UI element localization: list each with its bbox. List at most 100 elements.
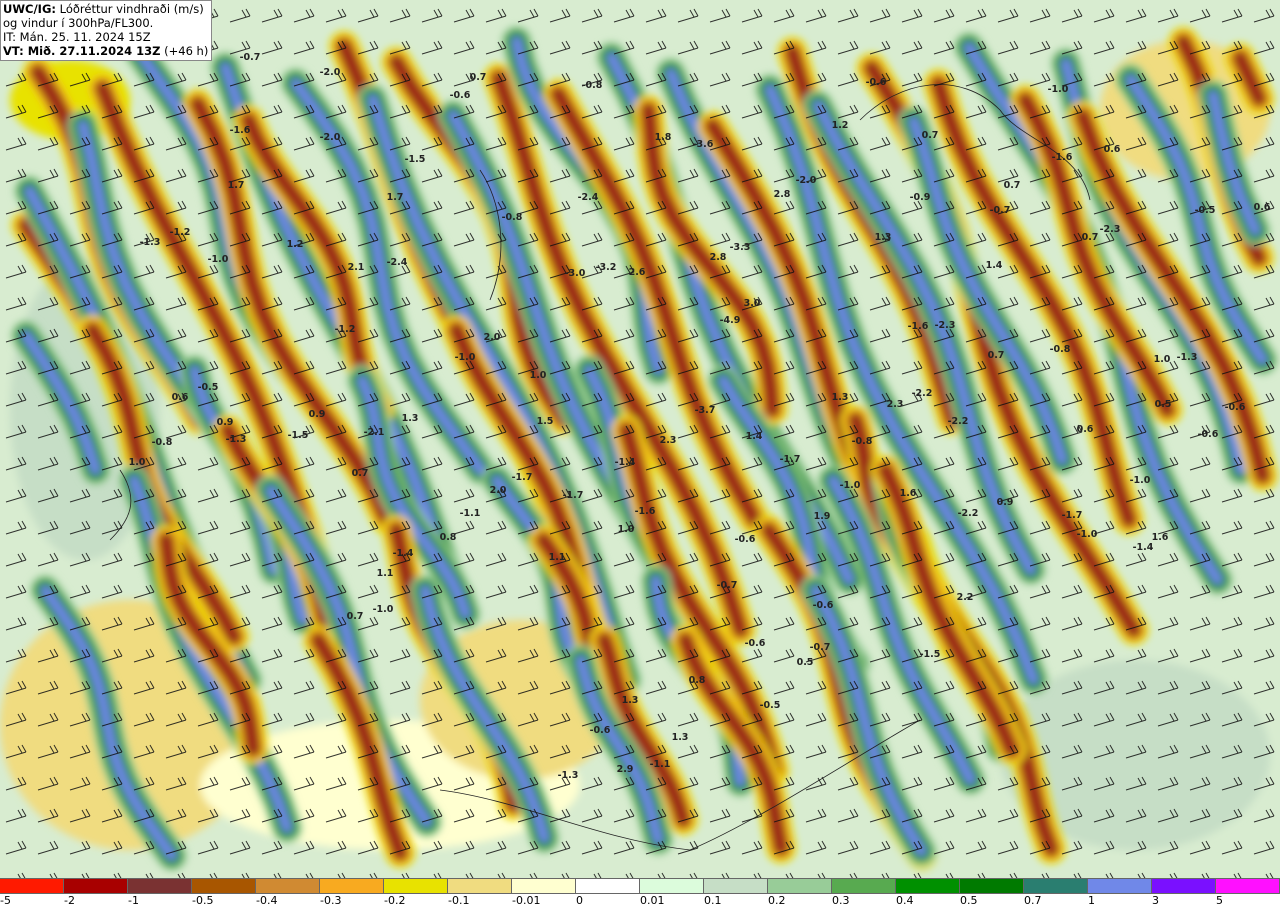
contour-label: -1.3 [140,237,161,248]
contour-label: -0.6 [1198,429,1219,440]
contour-label: -0.6 [745,638,766,649]
legend-tick-label: 0.3 [832,894,850,907]
contour-label: -1.6 [635,506,656,517]
wind-barbs [0,0,1280,878]
contour-label: 2.8 [774,189,791,200]
legend-swatch [1152,878,1216,894]
legend-tick-label: 0.7 [1024,894,1042,907]
legend-tick-label: -0.3 [320,894,342,907]
color-legend: -5 -2 -1 -0.5 -0.4 -0.3 -0.2 -0.1 -0.01 0 0.01 0.1 0… [0,878,1280,908]
contour-label: 0.7 [1082,232,1099,243]
legend-swatch [0,878,64,894]
contour-label: 0.7 [347,611,364,622]
map-title: UWC/IG: Lóðréttur vindhraði (m/s) og vin… [0,0,213,61]
contour-label: -2.1 [364,427,385,438]
contour-label: 1.4 [986,260,1003,271]
contour-label: -1.0 [208,254,229,265]
contour-label: -1.2 [335,324,356,335]
contour-label: -0.6 [866,77,887,88]
legend-swatch [832,878,896,894]
contour-label: -3.6 [693,139,714,150]
legend-swatch [576,878,640,894]
contour-label: -1.6 [1052,152,1073,163]
contour-label: -1.3 [558,770,579,781]
legend-swatch [1088,878,1152,894]
legend-swatch [704,878,768,894]
legend-tick-label: -5 [0,894,11,907]
contour-label: 1.3 [875,232,892,243]
contour-label: 1.7 [228,180,245,191]
contour-label: -2.4 [387,257,408,268]
contour-label: -0.8 [1050,344,1071,355]
legend-swatch [1024,878,1088,894]
legend-tick-label: -0.01 [512,894,541,907]
contour-label: -3.7 [695,405,716,416]
contour-label: -1.0 [1048,84,1069,95]
contour-label: 1.6 [900,488,917,499]
contour-label: 0.9 [309,409,326,420]
contour-label: -1.4 [615,457,636,468]
legend-swatch [64,878,128,894]
contour-label: 1.7 [387,192,404,203]
legend-tick-label: 0.2 [768,894,786,907]
contour-label: -1.6 [230,125,251,136]
contour-label: -1.2 [170,227,191,238]
contour-label: 0.9 [217,417,234,428]
contour-label: 0.7 [922,130,939,141]
contour-label: -0.6 [590,725,611,736]
contour-label: 0.8 [440,532,457,543]
contour-label: -2.2 [958,508,979,519]
contour-label: 3.0 [744,298,761,309]
contour-label: -1.5 [288,430,309,441]
legend-tick-label: -0.4 [256,894,278,907]
contour-label: 0.8 [689,675,706,686]
contour-label: -1.5 [405,154,426,165]
contour-label: -1.3 [1177,352,1198,363]
legend-tick-label: -1 [128,894,139,907]
init-time: IT: Mán. 25. 11. 2024 15Z [3,30,151,44]
contour-label: -1.6 [908,321,929,332]
contour-label: -1.1 [460,508,481,519]
contour-label: 1.0 [530,370,547,381]
legend-tick-label: 0 [576,894,583,907]
contour-label: -0.6 [735,534,756,545]
title-line2: og vindur í 300hPa/FL300. [3,16,154,30]
legend-tick-label: 0.1 [704,894,722,907]
contour-label: -2.2 [948,416,969,427]
contour-label: -2.3 [1100,224,1121,235]
legend-swatch [448,878,512,894]
contour-label: -1.7 [563,490,584,501]
contour-label: -1.5 [920,649,941,660]
legend-swatch [192,878,256,894]
contour-label: 1.2 [832,120,849,131]
forecast-hour: (+46 h) [164,44,209,58]
contour-label: 0.7 [988,350,1005,361]
contour-label: -0.5 [760,700,781,711]
legend-swatch [896,878,960,894]
contour-label: -0.6 [450,90,471,101]
legend-tick-label: 1 [1088,894,1095,907]
legend-tick-label: -0.2 [384,894,406,907]
contour-label: 1.3 [672,732,689,743]
contour-label: -2.0 [320,132,341,143]
legend-tick-label: 5 [1216,894,1223,907]
contour-label: -0.7 [717,580,738,591]
contour-label: 1.9 [814,511,831,522]
contour-label: 2.0 [484,332,501,343]
contour-label: -0.7 [240,52,261,63]
contour-label: -1.4 [1133,542,1154,553]
contour-label: 2.3 [660,435,677,446]
contour-label: 1.1 [377,568,394,579]
contour-label: -0.6 [813,600,834,611]
legend-swatch [128,878,192,894]
legend-swatch [320,878,384,894]
contour-label: -2.0 [320,67,341,78]
contour-label: 1.0 [618,524,635,535]
contour-label: 1.0 [1154,354,1171,365]
contour-label: -3.3 [730,242,751,253]
contour-label: 2.0 [490,485,507,496]
vertical-wind-map: -0.7 -2.0 -0.6 0.7 -0.8 -0.6 -1.0 -1.6 -2.0 -1.5 1… [0,0,1280,878]
contour-label: -0.8 [852,436,873,447]
contour-label: 0.6 [1104,144,1121,155]
